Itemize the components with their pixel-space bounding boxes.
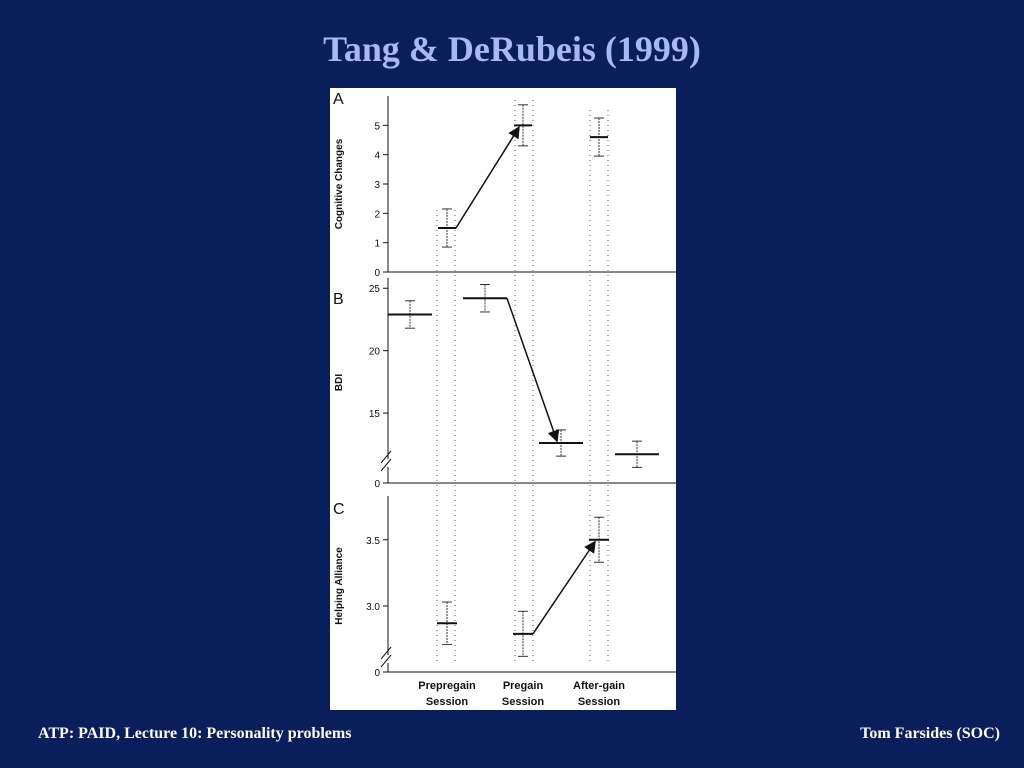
change-arrow: [532, 540, 596, 635]
change-arrow: [506, 297, 560, 443]
footer-right: Tom Farsides (SOC): [860, 725, 1000, 742]
session-guides: [436, 100, 609, 665]
y-axis-label: Helping Alliance: [334, 547, 345, 625]
figure-background: [330, 88, 676, 710]
y-tick-label: 25: [369, 284, 381, 295]
y-tick-label: 5: [374, 121, 380, 132]
slide-title: Tang & DeRubeis (1999): [323, 29, 701, 69]
x-tick-label: Pregain Session: [501, 680, 545, 708]
y-tick-label: 0: [374, 479, 380, 490]
x-tick-label: Prepregain Session: [418, 680, 476, 708]
x-tick-label: After-gain Session: [573, 680, 625, 708]
y-tick-label: 3.5: [366, 536, 380, 547]
y-tick-label: 20: [369, 347, 381, 358]
panel-label: C: [333, 501, 345, 518]
y-tick-label: 0: [374, 668, 380, 679]
y-tick-label: 4: [374, 151, 380, 162]
y-axis-label: BDI: [334, 374, 345, 391]
y-tick-label: 2: [374, 209, 380, 220]
footer-left: ATP: PAID, Lecture 10: Personality probl…: [38, 725, 352, 742]
y-tick-label: 3: [374, 180, 380, 191]
y-tick-label: 3.0: [366, 602, 380, 613]
y-tick-label: 1: [374, 239, 380, 250]
panel-label: B: [333, 291, 344, 308]
y-axis-label: Cognitive Changes: [334, 138, 345, 229]
y-tick-label: 15: [369, 409, 381, 420]
change-arrow: [455, 126, 520, 229]
panel-label: A: [333, 91, 344, 108]
axis-break: [380, 450, 392, 472]
y-tick-label: 0: [374, 268, 380, 279]
axis-break: [380, 646, 392, 668]
